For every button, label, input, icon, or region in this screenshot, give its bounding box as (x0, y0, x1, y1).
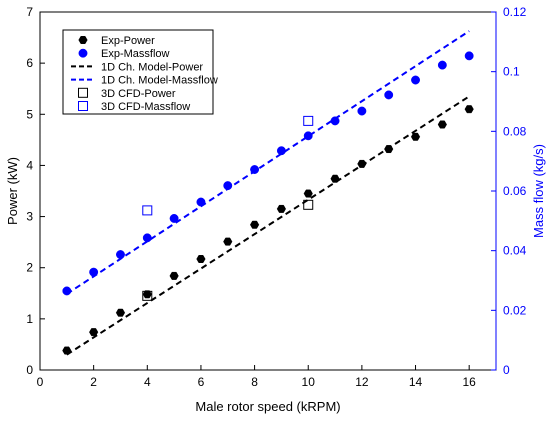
data-point-3d-cfd-massflow (142, 205, 153, 216)
y-right-tick-label: 0.02 (503, 303, 527, 317)
x-tick-label: 10 (302, 375, 316, 389)
data-point-3d-cfd-power (303, 199, 314, 210)
y-left-tick-label: 4 (26, 158, 33, 172)
y-right-tick-label: 0 (503, 363, 510, 377)
data-point-exp-massflow (62, 286, 72, 296)
x-axis-ticks: 0 2 4 6 8 10 12 14 16 (37, 365, 476, 389)
x-tick-label: 2 (90, 375, 97, 389)
data-point-exp-massflow (384, 90, 394, 100)
legend-box (62, 29, 214, 115)
legend-label: 1D Ch. Model-Massflow (101, 75, 218, 87)
legend-item-3d-cfd-massflow: 3D CFD-Massflow (78, 101, 190, 113)
data-point-3d-cfd-massflow (303, 115, 314, 126)
x-tick-label: 16 (462, 375, 476, 389)
data-point-exp-massflow (464, 51, 474, 61)
legend-label: 3D CFD-Massflow (101, 101, 190, 113)
y-right-tick-label: 0.06 (503, 184, 527, 198)
x-tick-label: 6 (198, 375, 205, 389)
data-point-exp-power (410, 132, 421, 141)
x-tick-label: 12 (355, 375, 369, 389)
data-point-exp-massflow (196, 197, 206, 207)
data-point-exp-power (89, 328, 99, 337)
legend-label: 3D CFD-Power (101, 88, 176, 100)
y-axis-left-title: Power (kW) (5, 157, 20, 225)
series-layer (62, 30, 474, 356)
legend-label: Exp-Massflow (101, 48, 170, 60)
legend-item-exp-power: Exp-Power (78, 35, 155, 47)
data-point-exp-power (384, 145, 394, 154)
data-point-exp-power (169, 271, 179, 280)
data-point-exp-massflow (276, 146, 286, 156)
legend-item-1d-ch-model-power: 1D Ch. Model-Power (71, 61, 203, 73)
y-left-tick-label: 6 (26, 56, 33, 70)
data-point-exp-massflow (142, 233, 152, 243)
legend-item-1d-ch-model-massflow: 1D Ch. Model-Massflow (71, 75, 218, 87)
y-right-tick-label: 0.04 (503, 244, 527, 258)
data-point-exp-massflow (411, 75, 420, 85)
legend-marker-swatch (78, 87, 88, 98)
legend-marker-swatch (78, 36, 88, 44)
y-left-tick-label: 3 (26, 210, 33, 224)
data-point-exp-power (62, 346, 72, 355)
legend-marker-swatch (78, 48, 88, 58)
data-point-exp-massflow (437, 60, 447, 70)
data-point-exp-power (276, 204, 286, 213)
left-axis-ticks: 0 1 2 3 4 5 6 7 (26, 5, 45, 377)
data-point-exp-power (330, 174, 340, 183)
legend-item-exp-massflow: Exp-Massflow (78, 48, 170, 60)
data-point-exp-power (223, 237, 233, 246)
data-point-exp-power (250, 220, 260, 229)
data-point-exp-power (437, 120, 447, 129)
legend-label: Exp-Power (101, 35, 155, 47)
y-right-tick-label: 0.08 (503, 124, 527, 138)
data-point-exp-massflow (357, 106, 367, 116)
right-axis-ticks: 0 0.02 0.04 0.06 0.08 0.1 0.12 (491, 5, 527, 377)
data-point-exp-massflow (116, 250, 125, 259)
y-axis-right-title: Mass flow (kg/s) (531, 144, 546, 238)
x-tick-label: 0 (37, 375, 44, 389)
data-point-exp-power (303, 189, 313, 198)
y-left-tick-label: 2 (26, 261, 33, 275)
data-point-exp-power (115, 308, 126, 317)
y-left-tick-label: 0 (26, 363, 33, 377)
data-point-exp-massflow (223, 181, 233, 191)
data-point-exp-massflow (250, 165, 260, 174)
y-left-tick-label: 7 (26, 5, 33, 19)
y-right-tick-label: 0.1 (503, 65, 520, 79)
data-point-exp-massflow (303, 131, 313, 141)
x-tick-label: 4 (144, 375, 151, 389)
y-right-tick-label: 0.12 (503, 5, 527, 19)
data-point-exp-power (464, 105, 474, 114)
data-point-exp-massflow (169, 213, 179, 223)
y-left-tick-label: 5 (26, 107, 33, 121)
legend-marker-swatch (78, 101, 88, 111)
series-line-1d-ch-model-massflow (66, 30, 470, 295)
data-point-3d-cfd-power (142, 290, 153, 301)
data-point-exp-power (196, 255, 206, 263)
x-tick-label: 8 (251, 375, 258, 389)
legend-item-3d-cfd-power: 3D CFD-Power (78, 87, 176, 100)
x-axis-title: Male rotor speed (kRPM) (195, 399, 340, 414)
data-point-exp-massflow (330, 116, 340, 126)
legend-label: 1D Ch. Model-Power (101, 61, 203, 73)
data-point-exp-massflow (89, 267, 99, 277)
x-tick-label: 14 (409, 375, 423, 389)
y-left-tick-label: 1 (26, 312, 33, 326)
data-point-exp-power (357, 159, 367, 168)
